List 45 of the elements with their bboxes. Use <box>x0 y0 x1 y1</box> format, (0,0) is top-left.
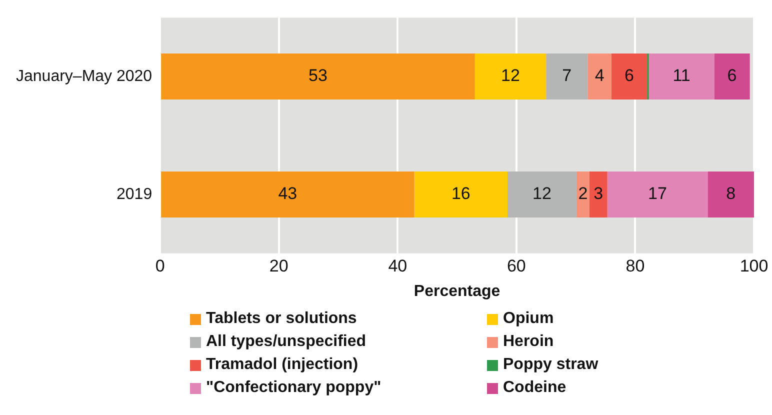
legend-label: Tablets or solutions <box>206 310 357 328</box>
legend-label: Poppy straw <box>503 356 598 374</box>
data-label: 17 <box>648 184 667 204</box>
x-tick-label: 60 <box>506 256 526 276</box>
data-label: 12 <box>501 66 520 86</box>
bar <box>714 54 750 100</box>
bar <box>474 54 546 100</box>
bar <box>588 54 612 100</box>
x-tick-label: 100 <box>740 256 768 276</box>
bar <box>708 171 754 218</box>
data-label: 16 <box>451 184 470 204</box>
data-label: 53 <box>308 66 328 86</box>
data-label: 12 <box>532 184 552 204</box>
bar <box>611 54 648 100</box>
data-label: 4 <box>594 66 604 86</box>
data-label: 8 <box>726 184 736 204</box>
bar <box>576 171 590 218</box>
x-tick-label: 0 <box>155 256 165 276</box>
bar <box>589 171 608 218</box>
data-label: 2 <box>578 184 588 204</box>
legend-label: Opium <box>503 310 554 328</box>
data-label: 43 <box>278 184 298 204</box>
bar <box>546 54 588 100</box>
bar <box>508 171 576 218</box>
y-tick-label: 2019 <box>116 186 152 203</box>
bar <box>161 54 475 100</box>
bar <box>648 54 714 100</box>
legend-label: Codeine <box>503 379 566 397</box>
data-label: 11 <box>672 66 690 86</box>
y-tick-label: January–May 2020 <box>16 68 152 85</box>
bar <box>161 171 414 218</box>
legend-label: Heroin <box>503 333 554 351</box>
x-axis-title: Percentage <box>414 282 500 300</box>
legend-label: "Confectionary poppy" <box>206 379 382 397</box>
data-label: 3 <box>594 184 604 204</box>
legend-label: Tramadol (injection) <box>206 356 358 374</box>
data-label: 7 <box>562 66 572 86</box>
data-label: 6 <box>624 66 634 86</box>
bar <box>607 171 708 218</box>
data-label: 6 <box>727 66 737 86</box>
x-tick-label: 40 <box>388 256 408 276</box>
x-tick-label: 20 <box>269 256 288 276</box>
x-tick-label: 80 <box>626 256 645 276</box>
legend-label: All types/unspecified <box>206 333 366 351</box>
bar <box>414 171 508 218</box>
